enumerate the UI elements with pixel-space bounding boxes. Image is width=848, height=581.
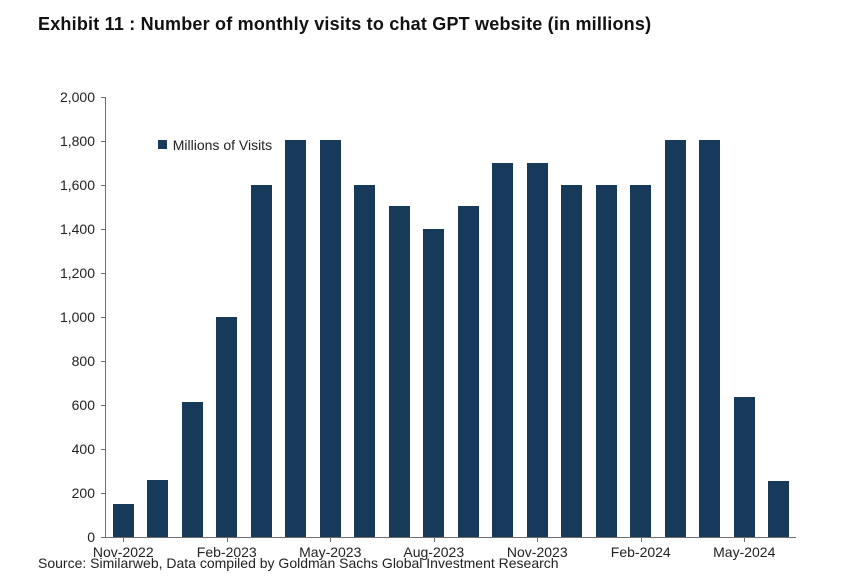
y-tick: [101, 537, 106, 538]
bar: [596, 185, 617, 537]
y-axis-label: 200: [38, 485, 95, 501]
x-tick: [641, 537, 642, 542]
legend: Millions of Visits: [158, 137, 272, 153]
legend-marker: [158, 140, 167, 149]
bar: [389, 206, 410, 537]
y-axis-label: 1,600: [38, 177, 95, 193]
bar: [458, 206, 479, 537]
y-axis-label: 1,200: [38, 265, 95, 281]
bar: [251, 185, 272, 537]
bar: [492, 163, 513, 537]
bar: [113, 504, 134, 537]
x-tick: [123, 537, 124, 542]
x-axis: [105, 537, 796, 538]
y-tick: [101, 141, 106, 142]
source-text: Source: Similarweb, Data compiled by Gol…: [38, 555, 559, 571]
y-tick: [101, 185, 106, 186]
y-axis-label: 0: [38, 529, 95, 545]
y-axis-label: 1,400: [38, 221, 95, 237]
y-tick: [101, 493, 106, 494]
x-axis-label: Feb-2024: [611, 544, 671, 560]
y-tick: [101, 361, 106, 362]
x-tick: [537, 537, 538, 542]
bar: [527, 163, 548, 537]
y-tick: [101, 273, 106, 274]
bar: [216, 317, 237, 537]
bar: [734, 397, 755, 537]
bar: [630, 185, 651, 537]
y-tick: [101, 405, 106, 406]
y-axis-label: 2,000: [38, 89, 95, 105]
x-tick: [744, 537, 745, 542]
y-axis-label: 400: [38, 441, 95, 457]
bar: [354, 185, 375, 537]
bar: [768, 481, 789, 537]
bar: [561, 185, 582, 537]
y-tick: [101, 317, 106, 318]
plot-area: Millions of Visits: [106, 97, 796, 537]
bar: [147, 480, 168, 537]
bar: [699, 140, 720, 537]
y-tick: [101, 229, 106, 230]
bar: [665, 140, 686, 537]
y-axis-label: 800: [38, 353, 95, 369]
x-axis-label: May-2024: [713, 544, 775, 560]
y-tick: [101, 449, 106, 450]
bar: [320, 140, 341, 537]
x-tick: [227, 537, 228, 542]
bar: [285, 140, 306, 537]
legend-label: Millions of Visits: [173, 137, 272, 153]
y-tick: [101, 97, 106, 98]
y-axis-label: 1,000: [38, 309, 95, 325]
bar: [182, 402, 203, 537]
chart-area: Millions of Visits 0 200 400 600 800 1,000 1,2…: [38, 43, 816, 581]
chart-title: Exhibit 11 : Number of monthly visits to…: [38, 14, 810, 35]
y-axis-label: 600: [38, 397, 95, 413]
bar: [423, 229, 444, 537]
y-axis-label: 1,800: [38, 133, 95, 149]
x-tick: [330, 537, 331, 542]
x-tick: [434, 537, 435, 542]
